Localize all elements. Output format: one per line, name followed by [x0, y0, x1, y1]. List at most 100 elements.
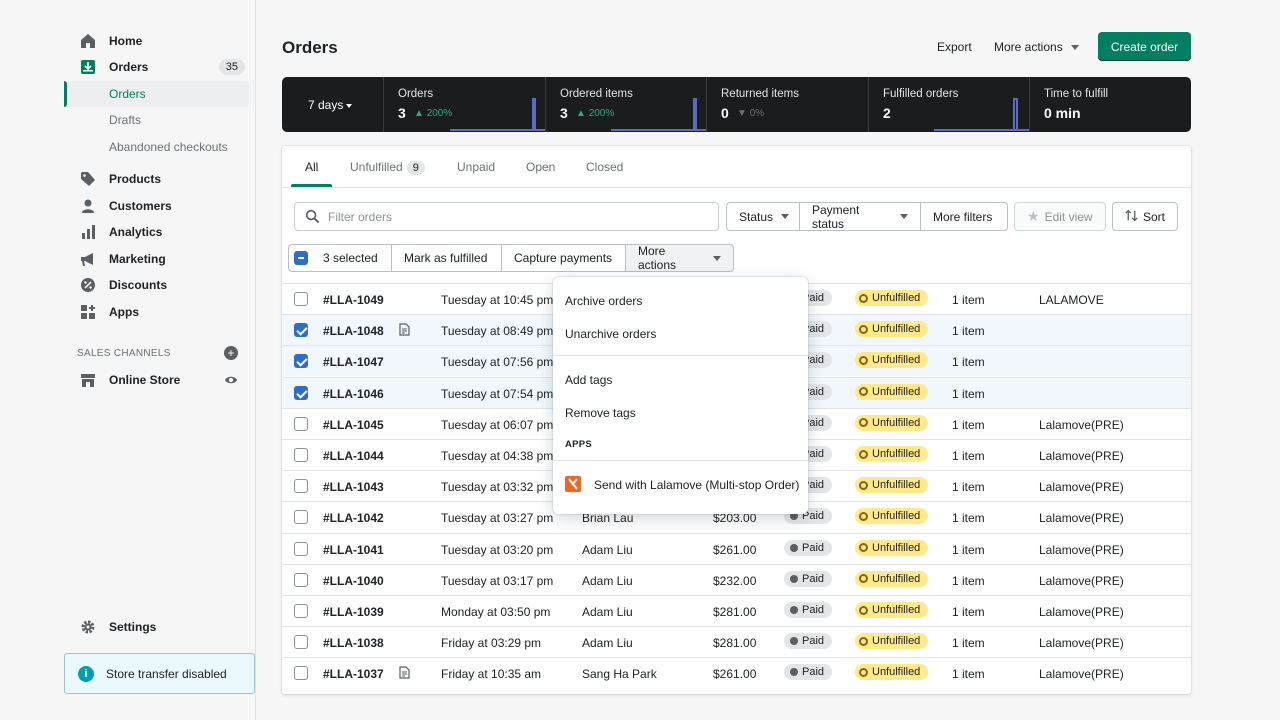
unarchive-orders-item[interactable]: Unarchive orders	[565, 327, 657, 341]
stat-returned-items[interactable]: Returned items 0 ▼ 0%	[706, 77, 868, 132]
order-number[interactable]: #LLA-1037	[323, 667, 384, 682]
payment-status-filter-button[interactable]: Payment status	[799, 202, 921, 231]
nav-marketing[interactable]: Marketing	[64, 246, 249, 272]
delivery-method: Lalamove(PRE)	[1039, 511, 1124, 526]
eye-icon[interactable]	[224, 373, 238, 390]
row-checkbox[interactable]	[294, 323, 308, 338]
bulk-more-actions-button[interactable]: More actions	[625, 244, 734, 272]
table-row[interactable]: #LLA-1037 Friday at 10:35 am Sang Ha Park $…	[282, 657, 1191, 688]
add-tags-item[interactable]: Add tags	[565, 373, 613, 387]
add-sales-channel-icon[interactable]: +	[224, 346, 238, 360]
row-checkbox[interactable]	[294, 416, 308, 431]
nav-discounts-label: Discounts	[109, 278, 168, 292]
nav-customers[interactable]: Customers	[64, 193, 249, 219]
edit-view-button[interactable]: ★ Edit view	[1014, 202, 1106, 231]
delivery-method: Lalamove(PRE)	[1039, 636, 1124, 651]
row-checkbox[interactable]	[294, 635, 308, 650]
fulfillment-status-badge: Unfulfilled	[855, 602, 929, 618]
row-checkbox[interactable]	[294, 541, 308, 556]
chevron-down-icon	[1070, 44, 1079, 50]
nav-products[interactable]: Products	[64, 166, 249, 192]
mark-fulfilled-button[interactable]: Mark as fulfilled	[391, 244, 502, 272]
more-actions-popover: Archive orders Unarchive orders Add tags…	[553, 277, 808, 514]
order-number[interactable]: #LLA-1046	[323, 386, 384, 401]
tab-closed[interactable]: Closed	[586, 160, 624, 174]
stat-orders-change-value: 200%	[426, 108, 453, 119]
row-checkbox[interactable]	[294, 604, 308, 618]
fulfillment-status-badge: Unfulfilled	[855, 290, 929, 306]
order-number[interactable]: #LLA-1045	[323, 417, 384, 432]
table-row[interactable]: #LLA-1039 Monday at 03:50 pm Adam Liu $281.…	[282, 595, 1191, 626]
fulfillment-status-text: Unfulfilled	[872, 416, 921, 429]
nav-online-store[interactable]: Online Store	[64, 367, 249, 393]
ordered-items-sparkline	[611, 98, 706, 131]
row-checkbox[interactable]	[294, 448, 308, 462]
nav-orders[interactable]: Orders 35	[64, 54, 249, 80]
order-number[interactable]: #LLA-1040	[323, 573, 384, 588]
header-more-actions-button[interactable]: More actions	[994, 40, 1079, 54]
row-checkbox[interactable]	[294, 385, 308, 400]
archive-orders-item[interactable]: Archive orders	[565, 294, 643, 308]
order-number[interactable]: #LLA-1042	[323, 511, 384, 526]
order-number[interactable]: #LLA-1048	[323, 324, 384, 339]
table-row[interactable]: #LLA-1042 Tuesday at 03:27 pm Brian Lau $20…	[282, 501, 1191, 532]
order-number[interactable]: #LLA-1041	[323, 542, 384, 557]
nav-apps[interactable]: Apps	[64, 299, 249, 325]
nav-drafts[interactable]: Drafts	[64, 107, 249, 133]
sort-icon	[1125, 209, 1138, 225]
more-filters-button[interactable]: More filters	[920, 202, 1008, 231]
remove-tags-item[interactable]: Remove tags	[565, 406, 636, 420]
nav-home[interactable]: Home	[64, 28, 249, 54]
order-number[interactable]: #LLA-1047	[323, 355, 384, 370]
row-checkbox[interactable]	[294, 510, 308, 525]
bulk-select-all[interactable]: 3 selected	[288, 244, 392, 272]
row-checkbox[interactable]	[294, 354, 308, 369]
store-transfer-text: Store transfer disabled	[106, 666, 227, 681]
nav-orders-sub[interactable]: Orders	[64, 81, 249, 107]
date-range-selector[interactable]: 7 days	[282, 77, 383, 132]
nav-abandoned-checkouts[interactable]: Abandoned checkouts	[64, 134, 249, 160]
row-checkbox[interactable]	[294, 479, 308, 494]
sort-button[interactable]: Sort	[1112, 202, 1178, 231]
create-order-button[interactable]: Create order	[1098, 32, 1191, 61]
fulfillment-status-badge: Unfulfilled	[855, 414, 929, 431]
capture-payments-button[interactable]: Capture payments	[501, 244, 626, 272]
fulfillment-status-badge: Unfulfilled	[855, 539, 929, 556]
order-number[interactable]: #LLA-1044	[323, 449, 384, 463]
status-filter-button[interactable]: Status	[726, 202, 800, 231]
stat-time-to-fulfill[interactable]: Time to fulfill 0 min	[1029, 77, 1191, 132]
order-date: Tuesday at 04:38 pm	[441, 449, 554, 463]
order-number[interactable]: #LLA-1038	[323, 636, 384, 651]
tab-unpaid[interactable]: Unpaid	[457, 160, 496, 174]
select-all-checkbox[interactable]	[294, 251, 308, 265]
table-row[interactable]: #LLA-1044 Tuesday at 04:38 pm Paid Unfulfil…	[282, 439, 1191, 470]
row-checkbox[interactable]	[294, 666, 308, 681]
fulfillment-status-text: Unfulfilled	[872, 479, 921, 492]
stat-ordered-items[interactable]: Ordered items 3 ▲ 200%	[545, 77, 706, 132]
nav-analytics[interactable]: Analytics	[64, 219, 249, 245]
bulk-more-actions-label: More actions	[638, 244, 677, 272]
order-number[interactable]: #LLA-1043	[323, 480, 384, 495]
tab-unfulfilled[interactable]: Unfulfilled 9	[350, 160, 425, 175]
stat-fulfilled-orders[interactable]: Fulfilled orders 2	[868, 77, 1029, 132]
tab-all[interactable]: All	[305, 160, 319, 174]
tab-open[interactable]: Open	[526, 160, 556, 174]
row-checkbox[interactable]	[294, 292, 308, 306]
table-row[interactable]: #LLA-1045 Tuesday at 06:07 pm Paid Unfulfil…	[282, 407, 1191, 439]
order-number[interactable]: #LLA-1039	[323, 605, 384, 619]
nav-discounts[interactable]: Discounts	[64, 272, 249, 298]
order-total: $261.00	[713, 542, 757, 557]
order-number[interactable]: #LLA-1049	[323, 293, 384, 307]
table-row[interactable]: #LLA-1040 Tuesday at 03:17 pm Adam Liu $232…	[282, 563, 1191, 595]
payment-status-text: Paid	[802, 541, 825, 554]
row-checkbox[interactable]	[294, 572, 308, 587]
send-with-lalamove-item[interactable]: Send with Lalamove (Multi-stop Order)	[594, 478, 800, 492]
stat-orders[interactable]: Orders 3 ▲ 200%	[383, 77, 545, 132]
search-input[interactable]: Filter orders	[294, 202, 719, 231]
fulfillment-status-text: Unfulfilled	[872, 635, 921, 648]
table-row[interactable]: #LLA-1038 Friday at 03:29 pm Adam Liu $281.…	[282, 626, 1191, 657]
nav-settings[interactable]: Settings	[64, 614, 249, 640]
table-row[interactable]: #LLA-1041 Tuesday at 03:20 pm Adam Liu $261…	[282, 532, 1191, 564]
fulfillment-status-text: Unfulfilled	[872, 572, 921, 585]
export-button[interactable]: Export	[937, 40, 972, 54]
